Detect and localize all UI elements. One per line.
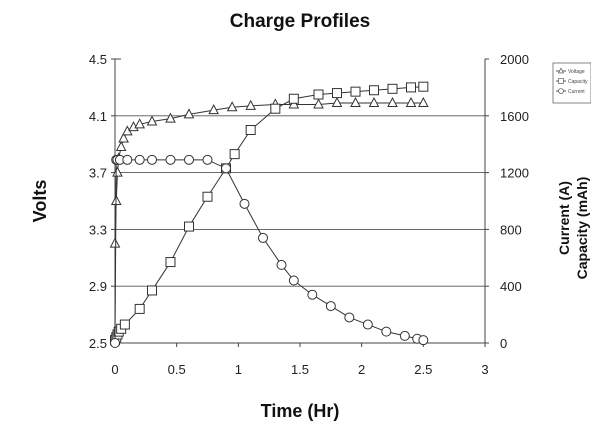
voltage-point [112, 166, 123, 177]
capacity-point [332, 88, 342, 99]
current-point [258, 232, 268, 243]
y-axis-title: Volts [30, 180, 50, 223]
current-point [276, 259, 287, 270]
x-tick-label: 0.5 [168, 362, 186, 377]
voltage-point [109, 237, 121, 248]
current-line [114, 159, 424, 344]
y2-tick-label: 800 [500, 222, 522, 237]
current-point [307, 289, 318, 300]
voltage-point [165, 112, 176, 123]
capacity-point [184, 221, 194, 232]
voltage-point [118, 132, 129, 143]
current-point [381, 326, 392, 337]
voltage-point [368, 96, 380, 108]
capacity-point [350, 86, 361, 97]
x-tick-label: 2 [358, 362, 365, 377]
x-tick-label: 1 [235, 362, 242, 377]
capacity-line [114, 86, 424, 341]
capacity-point [387, 83, 398, 94]
capacity-point [369, 85, 379, 96]
capacity-point [119, 319, 130, 330]
current-point [165, 154, 176, 165]
x-tick-label: 3 [481, 362, 488, 377]
current-point [288, 275, 299, 286]
legend-marker-group [558, 78, 564, 84]
x-axis-title: Time (Hr) [261, 401, 340, 421]
series-layer [109, 81, 429, 348]
capacity-point [229, 149, 240, 160]
voltage-line [114, 102, 424, 244]
current-point [344, 312, 355, 323]
current-point [202, 154, 213, 165]
voltage-point [405, 96, 417, 108]
y2-tick-label: 400 [500, 279, 522, 294]
legend-marker [558, 88, 564, 94]
voltage-point [183, 108, 195, 119]
voltage-point [115, 140, 127, 152]
voltage-point [331, 96, 343, 108]
legend-marker-group [558, 88, 564, 94]
capacity-point [134, 303, 145, 314]
current-point [239, 198, 250, 209]
y2-tick-label: 1200 [500, 166, 529, 181]
voltage-point [418, 96, 429, 108]
capacity-point [406, 82, 416, 93]
voltage-point [134, 118, 145, 129]
y2-tick-label: 0 [500, 336, 507, 351]
legend-marker-group [558, 67, 564, 74]
voltage-point [208, 104, 219, 115]
x-ticks: 0 0.5 1 1.5 2 2.5 3 [111, 343, 489, 377]
y2-axis-title-line1: Current (A) [556, 181, 572, 255]
voltage-point [387, 96, 398, 108]
capacity-point [270, 103, 281, 114]
chart-title: Charge Profiles [230, 11, 370, 32]
y-tick-label: 2.5 [89, 336, 107, 351]
legend-label: Capacity [568, 79, 588, 85]
legend: Voltage Capacity Current [552, 62, 591, 104]
voltage-point [350, 96, 361, 108]
capacity-point [313, 89, 324, 100]
voltage-point [245, 99, 256, 110]
x-tick-label: 1.5 [291, 362, 309, 377]
x-tick-label: 0 [111, 362, 118, 377]
current-point [110, 338, 120, 348]
left-ticks: 4.5 4.1 3.7 3.3 2.9 2.5 [89, 52, 115, 351]
gridlines [115, 58, 485, 287]
capacity-point [165, 257, 176, 268]
y-tick-label: 4.5 [89, 52, 107, 67]
voltage-point [146, 115, 158, 126]
capacity-point [202, 191, 213, 202]
y-tick-label: 4.1 [89, 109, 107, 124]
y2-tick-label: 1600 [500, 109, 529, 124]
legend-marker [558, 78, 564, 84]
current-point [134, 154, 145, 165]
capacity-point [147, 285, 157, 296]
capacity-point [245, 125, 256, 135]
capacity-point [288, 93, 299, 104]
x-tick-label: 2.5 [414, 362, 432, 377]
legend-label: Current [568, 89, 585, 95]
voltage-point [226, 101, 238, 112]
current-series [110, 154, 429, 348]
current-point [122, 154, 133, 165]
y-tick-label: 3.3 [89, 222, 107, 237]
current-point [399, 330, 410, 341]
voltage-point [313, 98, 324, 109]
y2-axis-title-line2: Capacity (mAh) [574, 177, 590, 280]
current-point [325, 301, 336, 312]
current-point [362, 319, 373, 330]
current-point [221, 163, 231, 174]
legend-marker [558, 67, 564, 74]
right-ticks: 2000 1600 1200 800 400 0 [485, 52, 529, 351]
current-point [184, 154, 194, 165]
legend-label: Voltage [568, 69, 585, 75]
y2-tick-label: 2000 [500, 52, 529, 67]
capacity-series [110, 81, 429, 346]
current-point [147, 154, 157, 165]
y-tick-label: 2.9 [89, 279, 107, 294]
current-point [418, 335, 429, 346]
capacity-point [418, 81, 429, 92]
y-tick-label: 3.7 [89, 166, 107, 181]
